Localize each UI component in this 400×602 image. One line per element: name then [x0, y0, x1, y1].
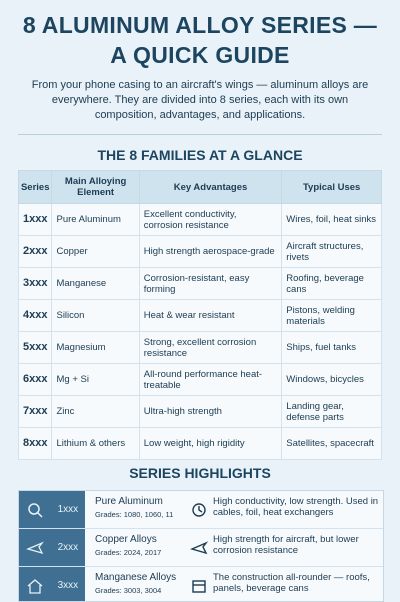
table-row: 6xxx Mg + Si All-round performance heat-tr…	[17, 363, 382, 396]
cell: 1xxx	[17, 203, 53, 236]
intro: From your phone casing to an aircraft's …	[31, 79, 369, 121]
table-row: 5xxx Magnesium Strong, excellent corrosion…	[17, 331, 382, 364]
highlight-item: 2xxx Copper Alloys Grades: 2024, 2017 High …	[19, 529, 383, 567]
cell: 4xxx	[17, 299, 53, 332]
name-text: Manganese Alloys	[95, 572, 177, 583]
icon-box	[187, 567, 211, 601]
highlight-item: 1xxx Pure Aluminum Grades: 1080, 1060, 11 H…	[19, 491, 383, 529]
grades: Grades: 1080, 1060, 11	[95, 510, 174, 519]
cell: Roofing, beverage cans	[281, 267, 382, 300]
title: 8 ALUMINUM ALLOY SERIES — A QUICK GUIDE	[22, 12, 378, 68]
series-code: 1xxx	[57, 504, 79, 515]
cell: Satellites, spacecraft	[281, 427, 382, 460]
cell: Ships, fuel tanks	[281, 331, 382, 364]
table-row: 1xxx Pure Aluminum Excellent conductivity,…	[17, 203, 382, 236]
description: High conductivity, low strength. Used in…	[213, 496, 379, 518]
table-row: 8xxx Lithium & others Low weight, high rig…	[17, 427, 382, 460]
cell: 8xxx	[17, 427, 53, 460]
cell: Ultra-high strength	[138, 395, 283, 428]
series-name: Manganese Alloys Grades: 3003, 3004	[85, 567, 187, 601]
cell: Heat & wear resistant	[138, 299, 283, 332]
column-header: Key Advantages	[138, 170, 283, 204]
cell: Aircraft structures, rivets	[281, 235, 382, 268]
cell: Wires, foil, heat sinks	[281, 203, 382, 236]
highlights-heading: SERIES HIGHLIGHTS	[129, 465, 271, 481]
table-row: 7xxx Zinc Ultra-high strength Landing gear,…	[17, 395, 382, 428]
series-name: Copper Alloys Grades: 2024, 2017	[85, 529, 187, 566]
cell: 6xxx	[17, 363, 53, 396]
cell: High strength aerospace-grade	[138, 235, 283, 268]
cell: 2xxx	[17, 235, 53, 268]
icon	[28, 502, 43, 518]
icon	[190, 540, 208, 554]
grades: Grades: 2024, 2017	[95, 548, 162, 557]
cell: Lithium & others	[51, 427, 140, 460]
table-row: 2xxx Copper High strength aerospace-grade A…	[17, 235, 382, 268]
table-row: 3xxx Manganese Corrosion-resistant, easy f…	[17, 267, 382, 300]
grades: Grades: 3003, 3004	[95, 586, 162, 595]
cell: All-round performance heat-treatable	[138, 363, 283, 396]
table-row: 4xxx Silicon Heat & wear resistant Pistons,…	[17, 299, 382, 332]
cell: Strong, excellent corrosion resistance	[138, 331, 283, 364]
icon	[27, 578, 43, 594]
cell: Pistons, welding materials	[281, 299, 382, 332]
cell: Excellent conductivity, corrosion resist…	[138, 203, 283, 236]
name-text: Pure Aluminum	[95, 496, 163, 507]
column-header: Series	[17, 170, 53, 204]
icon-box	[187, 529, 211, 566]
cell: Manganese	[51, 267, 140, 300]
series-name: Pure Aluminum Grades: 1080, 1060, 11	[85, 491, 187, 528]
header-row: Series Main Alloying Element Key Advantage…	[17, 170, 382, 204]
series-band: 3xxx	[19, 567, 85, 601]
cell: Silicon	[51, 299, 140, 332]
highlight-item: 3xxx Manganese Alloys Grades: 3003, 3004 Th…	[19, 567, 383, 601]
description: The construction all-rounder — roofs, pa…	[213, 572, 370, 594]
table-heading: THE 8 FAMILIES AT A GLANCE	[97, 147, 303, 163]
icon	[192, 579, 206, 593]
column-header: Main Alloying Element	[51, 170, 140, 204]
series-code: 3xxx	[57, 580, 79, 591]
series-band: 1xxx	[19, 491, 85, 528]
cell: 3xxx	[17, 267, 53, 300]
divider	[18, 134, 382, 135]
cell: 7xxx	[17, 395, 53, 428]
icon	[192, 502, 206, 517]
cell: Corrosion-resistant, easy forming	[138, 267, 283, 300]
cell: Zinc	[51, 395, 140, 428]
cell: Landing gear, defense parts	[281, 395, 382, 428]
series-band: 2xxx	[19, 529, 85, 566]
description: High strength for aircraft, but lower co…	[213, 534, 359, 556]
series-code: 2xxx	[57, 542, 79, 553]
icon	[25, 540, 44, 554]
icon-box	[187, 491, 211, 528]
cell: Pure Aluminum	[51, 203, 140, 236]
cell: Windows, bicycles	[281, 363, 382, 396]
cell: 5xxx	[17, 331, 53, 364]
alloy-table: Series Main Alloying Element Key Advantage…	[17, 170, 382, 460]
highlights: 1xxx Pure Aluminum Grades: 1080, 1060, 11 H…	[18, 490, 384, 602]
cell: Mg + Si	[51, 363, 140, 396]
cell: Low weight, high rigidity	[138, 427, 283, 460]
cell: Magnesium	[51, 331, 140, 364]
cell: Copper	[51, 235, 140, 268]
name-text: Copper Alloys	[95, 534, 157, 545]
column-header: Typical Uses	[281, 170, 382, 204]
